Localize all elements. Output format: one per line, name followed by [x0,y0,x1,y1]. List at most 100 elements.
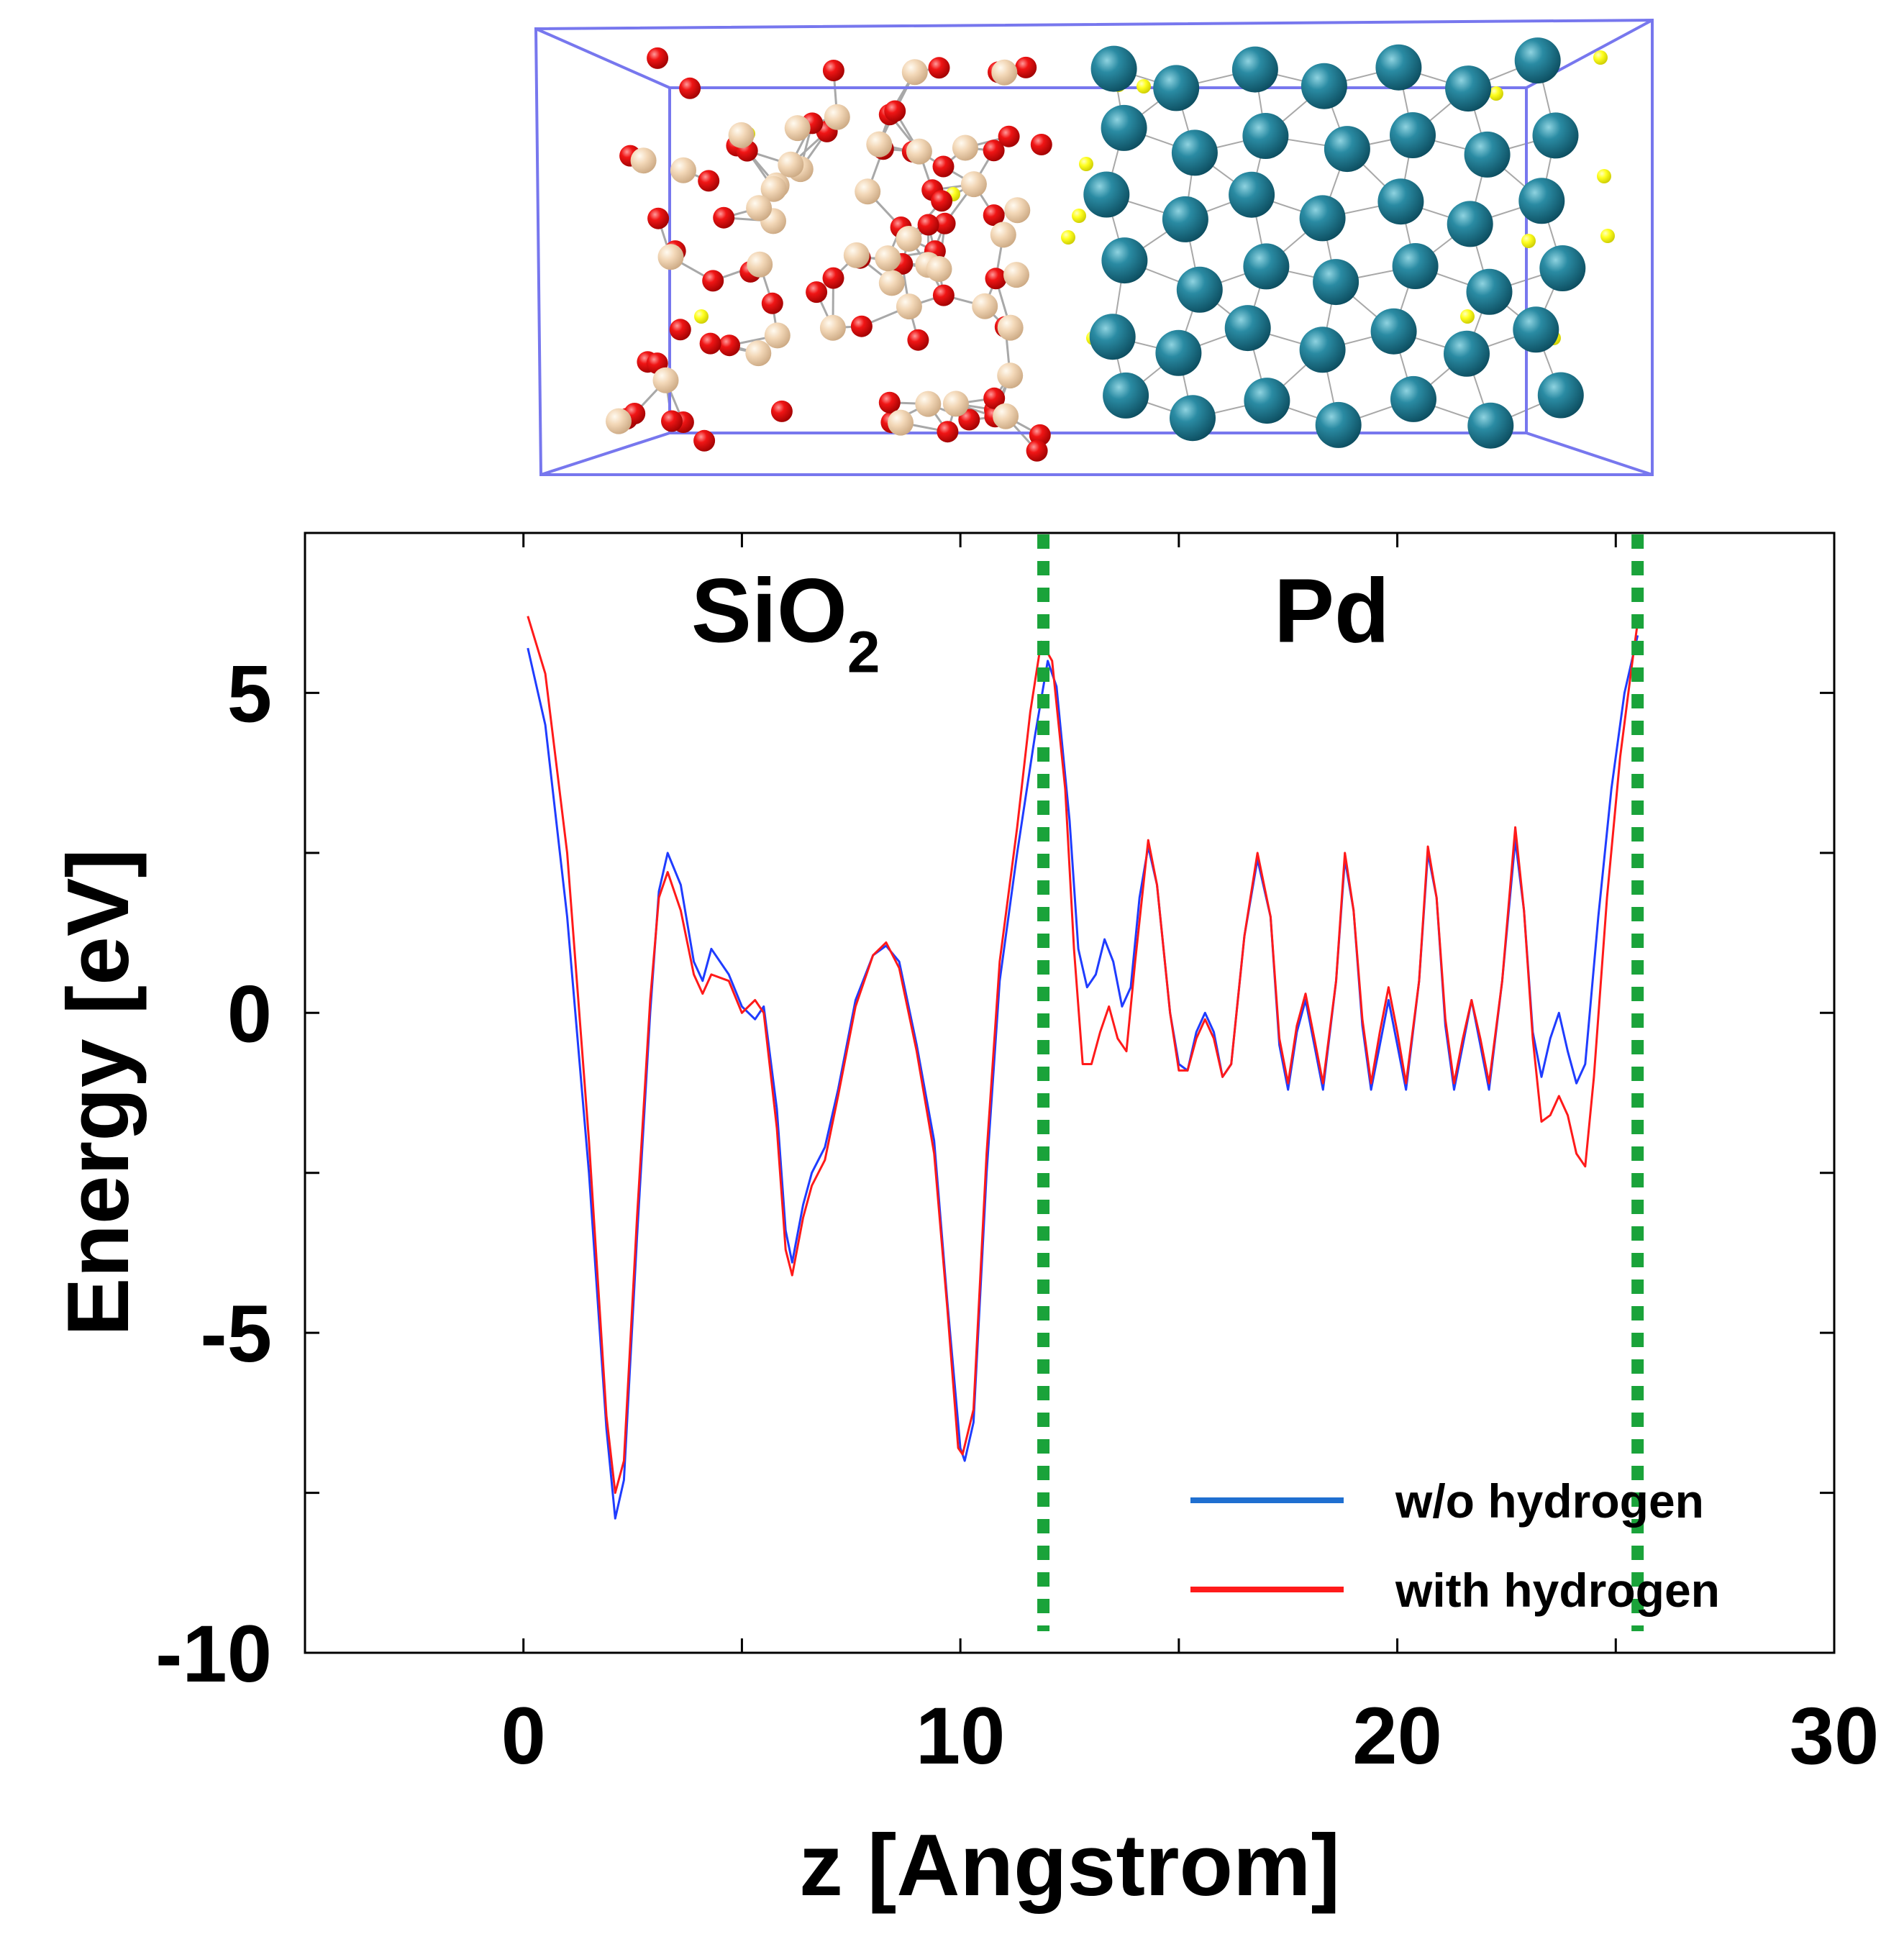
y-tick-label: 5 [227,649,272,739]
palladium-atom [1299,327,1346,373]
palladium-atom [1153,65,1200,111]
palladium-atom [1467,402,1514,449]
hydrogen-atom [1079,157,1093,171]
palladium-atom [1392,243,1439,289]
silicon-atom [997,362,1024,389]
silicon-atom [915,391,942,417]
palladium-atom [1447,201,1493,247]
y-tick-label: 0 [227,969,272,1059]
palladium-atom [1466,268,1513,315]
silicon-atom [746,195,773,222]
palladium-atom [1377,178,1424,225]
silicon-atom [855,178,881,205]
oxygen-atom [1030,134,1052,155]
silicon-atom [843,242,870,268]
y-axis-label: Energy [eV] [49,849,147,1336]
palladium-atom [1299,195,1346,242]
palladium-atom [1518,178,1565,224]
palladium-atom [1375,44,1422,91]
oxygen-atom [719,334,740,357]
silicon-atom [942,391,969,417]
silicon-atom [760,175,787,202]
palladium-atom [1176,266,1223,313]
hydrogen-atom [1521,234,1536,248]
oxygen-atom [822,267,844,289]
hydrogen-atom [1597,169,1611,183]
palladium-atom [1162,196,1208,242]
silicon-atom [997,314,1024,341]
silicon-atom [896,226,922,252]
legend-label-without-hydrogen: w/o hydrogen [1395,1474,1704,1528]
y-tick-label: -10 [155,1609,272,1699]
palladium-atom [1444,330,1490,377]
silicon-atom [824,104,850,130]
oxygen-atom [958,409,980,431]
oxygen-atom [928,57,950,79]
oxygen-atom [937,421,959,443]
x-tick-label: 30 [1790,1691,1880,1781]
palladium-atom [1532,112,1579,159]
hydrogen-atom [1593,50,1608,65]
oxygen-atom [679,77,701,99]
palladium-atom [1171,129,1218,176]
y-tick-label: -5 [200,1289,272,1379]
silicon-atom [819,314,846,341]
palladium-atom [1224,305,1271,352]
axis-ticks [304,532,1836,1654]
tick-labels: 0 10 20 30 5 0 -5 -10 [155,649,1879,1781]
legend: w/o hydrogen with hydrogen [1190,1474,1720,1617]
silicon-atom [784,115,811,142]
silicon-atom [875,245,901,272]
palladium-atom [1244,378,1290,424]
oxygen-atom [983,387,1006,409]
silicon-atom [630,147,657,174]
atoms [606,37,1615,462]
oxygen-atom [931,190,953,212]
silicon-atom [960,171,987,198]
silicon-atom [670,157,696,183]
oxygen-atom [998,125,1020,147]
oxygen-atom [770,400,793,422]
palladium-atom [1370,308,1417,355]
oxygen-atom [806,281,828,304]
palladium-atom [1513,306,1559,353]
silicon-atom [1004,197,1031,224]
silicon-atom [972,293,998,319]
legend-label-with-hydrogen: with hydrogen [1395,1564,1720,1617]
palladium-atom [1464,131,1511,178]
cell-edge [1526,432,1653,476]
palladium-atom [1089,314,1136,360]
silicon-atom [906,138,932,165]
data-series [527,616,1639,1520]
silicon-atom [1003,262,1029,288]
oxygen-atom [985,268,1007,290]
hydrogen-atom [1489,86,1503,101]
silicon-atom [896,293,922,320]
palladium-atom [1170,395,1216,442]
hydrogen-atom [1460,309,1475,324]
palladium-atom [1315,401,1362,448]
oxygen-atom [822,60,844,81]
silicon-atom [728,122,755,148]
oxygen-atom [699,332,721,355]
cell-edge [540,432,670,476]
x-tick-label: 20 [1352,1691,1442,1781]
series-line-with-hydrogen [527,616,1639,1495]
oxygen-atom [983,140,1005,162]
palladium-atom [1445,65,1492,112]
atomic-structure-illustration [534,18,1654,476]
palladium-atom [1313,259,1359,306]
oxygen-atom [647,207,670,229]
palladium-atom [1101,104,1147,151]
oxygen-atom [878,391,901,414]
oxygen-atom [917,214,939,236]
hydrogen-atom [694,309,709,324]
silicon-atom [747,251,773,278]
oxygen-atom [713,206,735,229]
interface-lines [1037,534,1644,1631]
silicon-atom [991,59,1018,86]
hydrogen-atom [1137,79,1151,93]
palladium-atom [1083,171,1130,218]
